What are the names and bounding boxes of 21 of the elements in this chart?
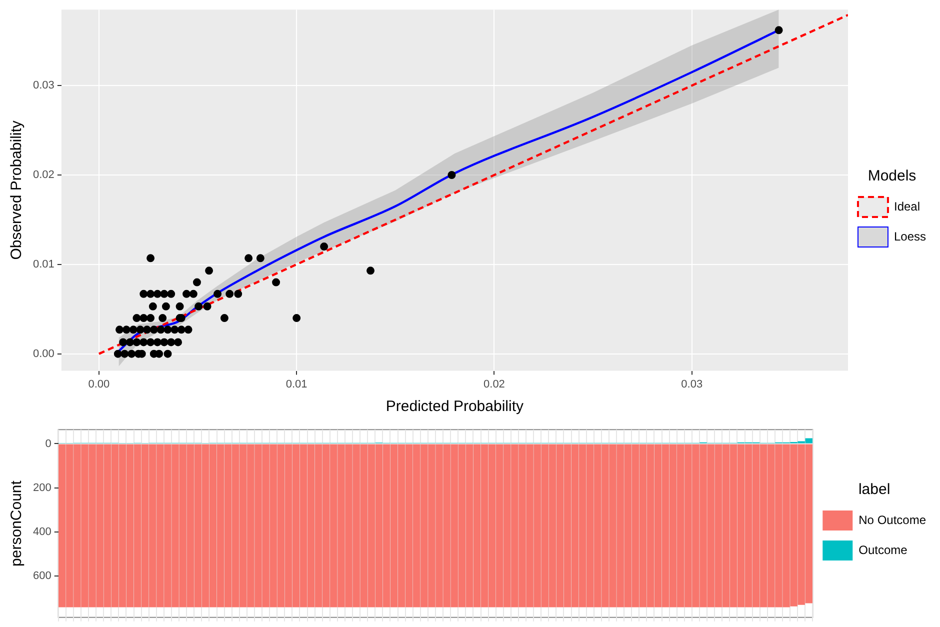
legend-label: Loess xyxy=(894,229,926,244)
x-tick-label: 0.01 xyxy=(286,378,308,390)
x-tick-label: 0.02 xyxy=(484,378,505,390)
legend-label: No Outcome xyxy=(858,512,926,527)
legend-title: label xyxy=(858,481,890,498)
x-tick-label: 0.03 xyxy=(681,378,703,390)
y-tick-label: 200 xyxy=(32,482,52,494)
y-tick-label: 0 xyxy=(45,438,52,450)
legend-title: Models xyxy=(868,168,916,185)
y-tick-label: 0.02 xyxy=(32,169,54,182)
x-tick-label: 0.00 xyxy=(88,378,110,390)
y-tick-label: 0.01 xyxy=(32,258,54,270)
legend-label: Ideal xyxy=(894,199,920,214)
y-tick-label: 0.00 xyxy=(32,348,54,360)
y-axis-title: personCount xyxy=(8,480,26,566)
y-tick-label: 400 xyxy=(32,526,52,538)
y-axis-title: Observed Probability xyxy=(8,120,26,260)
y-tick-label: 600 xyxy=(32,570,52,582)
y-tick-label: 0.03 xyxy=(32,80,54,92)
legend-label: Outcome xyxy=(858,542,908,557)
x-axis-title: Predicted Probability xyxy=(386,398,524,416)
